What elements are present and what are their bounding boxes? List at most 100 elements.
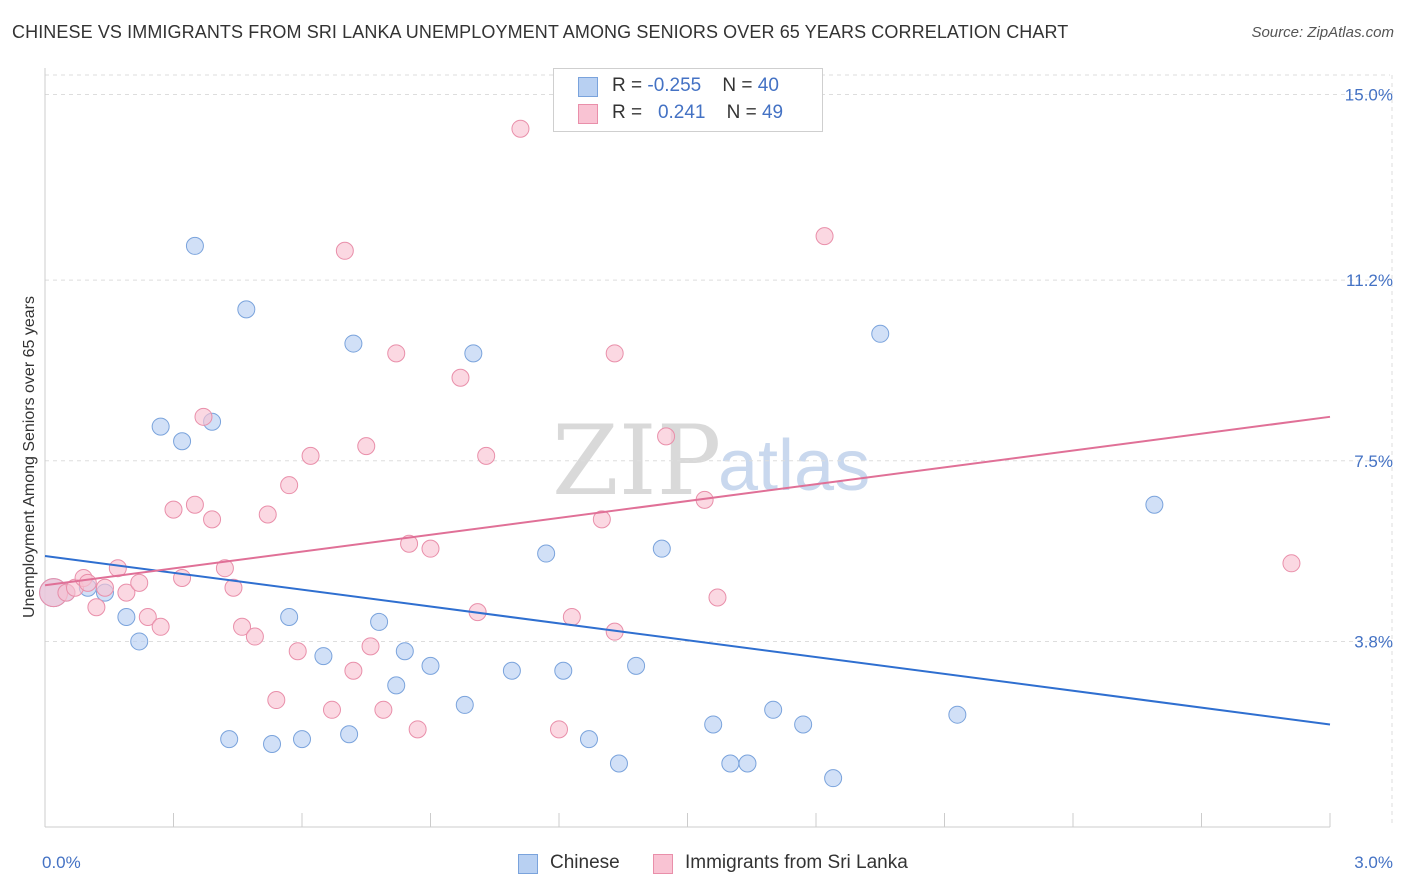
srilanka-point: [335, 241, 354, 260]
srilanka-point: [550, 720, 568, 739]
chinese-point: [652, 539, 671, 558]
legend-chinese-label: Chinese: [550, 852, 620, 873]
trend-lines: [44, 415, 1331, 726]
srilanka-point: [78, 573, 97, 592]
srilanka-point: [173, 568, 192, 587]
srilanka-point: [258, 505, 277, 524]
legend-srilanka-label: Immigrants from Sri Lanka: [685, 852, 908, 873]
srilanka-point: [374, 700, 393, 719]
chinese-point: [370, 612, 389, 631]
srilanka-point: [224, 578, 243, 597]
chinese-point: [721, 754, 740, 773]
chinese-point: [117, 608, 136, 627]
chinese-point: [387, 676, 406, 695]
chinese-point: [263, 734, 282, 753]
srilanka-point: [400, 534, 419, 553]
chinese-trend-line: [44, 554, 1331, 726]
srilanka-point: [605, 344, 624, 363]
chinese-point: [502, 661, 521, 680]
chinese-point: [395, 642, 414, 661]
srilanka-point: [387, 344, 406, 363]
chinese-point: [314, 647, 333, 666]
srilanka-point: [361, 637, 380, 656]
srilanka-point: [451, 368, 470, 387]
srilanka-point: [708, 588, 727, 607]
chinese-point: [464, 344, 483, 363]
y-tick-label: 15.0%: [1345, 86, 1393, 105]
srilanka-point: [815, 227, 834, 246]
chinese-point: [948, 705, 967, 724]
srilanka-point: [322, 700, 341, 719]
watermark: ZIP atlas: [552, 405, 870, 517]
srilanka-point: [117, 583, 136, 602]
r-label: R =: [612, 75, 648, 96]
srilanka-point: [130, 573, 149, 592]
chinese-point: [340, 725, 359, 744]
n-value: 49: [761, 102, 784, 123]
chinese-point: [344, 334, 363, 353]
y-tick-label: 3.8%: [1354, 632, 1393, 651]
n-label: N =: [722, 75, 758, 96]
chinese-point: [151, 417, 170, 436]
srilanka-point: [164, 500, 183, 519]
srilanka-point: [87, 598, 106, 617]
srilanka-point: [203, 510, 222, 529]
chinese-point: [871, 324, 890, 343]
srilanka-point: [151, 617, 170, 636]
chinese-point: [554, 661, 573, 680]
r-value: 0.241: [657, 102, 706, 123]
chinese-point: [738, 754, 757, 773]
y-tick-label: 11.2%: [1346, 271, 1393, 290]
correlation-legend: R = -0.255 N = 40 R = 0.241 N = 49: [553, 68, 823, 132]
source-credit: Source: ZipAtlas.com: [1251, 24, 1394, 41]
srilanka-point: [657, 427, 676, 446]
chinese-point: [280, 608, 299, 627]
srilanka-point: [301, 446, 320, 465]
x-tick-label: 0.0%: [42, 853, 81, 872]
r-label: R =: [612, 102, 648, 123]
chinese-point: [579, 730, 598, 749]
legend-srilanka-stats: R = 0.241 N = 49: [612, 102, 783, 124]
chinese-point: [704, 715, 723, 734]
chinese-point: [764, 700, 783, 719]
chinese-point: [293, 730, 311, 749]
n-value: 40: [757, 75, 779, 96]
legend-chinese-stats: R = -0.255 N = 40: [612, 75, 779, 97]
srilanka-point: [185, 495, 204, 514]
srilanka-point: [194, 407, 213, 426]
watermark-atlas: atlas: [718, 426, 870, 506]
chinese-point: [220, 730, 239, 749]
chinese-swatch: [578, 77, 598, 97]
chinese-point: [609, 754, 628, 773]
srilanka-swatch: [653, 854, 673, 874]
chinese-point: [173, 432, 192, 451]
r-value: -0.255: [647, 75, 702, 96]
srilanka-swatch: [578, 104, 598, 124]
chinese-point: [824, 769, 843, 788]
chinese-point: [421, 656, 440, 675]
srilanka-point: [477, 446, 496, 465]
chinese-point: [237, 300, 256, 319]
srilanka-point: [245, 627, 264, 646]
n-label: N =: [726, 102, 762, 123]
chinese-point: [130, 632, 149, 651]
srilanka-point: [562, 608, 581, 627]
chinese-point: [455, 695, 474, 714]
chinese-swatch: [518, 854, 538, 874]
srilanka-point: [95, 578, 114, 597]
srilanka-point: [511, 119, 530, 138]
srilanka-point: [408, 720, 427, 739]
srilanka-point: [138, 608, 157, 627]
y-tick-label: 7.5%: [1354, 452, 1393, 471]
srilanka-point: [215, 559, 234, 578]
chinese-point: [537, 544, 556, 563]
chinese-point: [627, 656, 646, 675]
srilanka-point: [357, 437, 376, 456]
axes: [44, 68, 1331, 828]
chart-title: CHINESE VS IMMIGRANTS FROM SRI LANKA UNE…: [12, 22, 1069, 42]
chinese-point: [1145, 495, 1164, 514]
srilanka-point: [592, 510, 611, 529]
y-axis-label: Unemployment Among Seniors over 65 years: [21, 296, 38, 618]
chinese-point: [794, 715, 813, 734]
